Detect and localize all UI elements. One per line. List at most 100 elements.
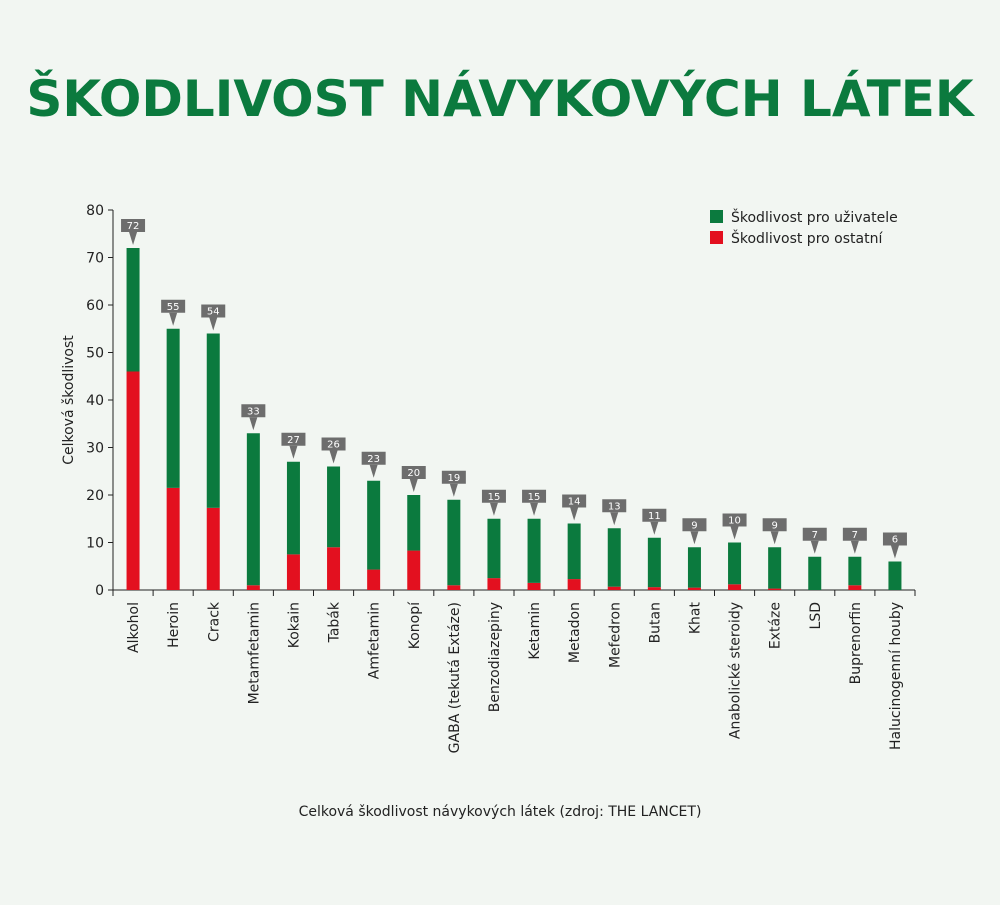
- data-label: 23: [367, 454, 380, 465]
- callout-pointer: [570, 507, 579, 521]
- callout-pointer: [369, 464, 378, 478]
- data-label: 13: [608, 501, 621, 512]
- y-tick-label: 0: [95, 583, 104, 599]
- value-callout: 15: [481, 489, 506, 516]
- bar-segment-users: [246, 433, 260, 586]
- category-label: Khat: [687, 601, 703, 634]
- value-callout: 7: [842, 527, 867, 554]
- callout-box: [121, 219, 146, 232]
- category-label: Metamfetamin: [246, 602, 262, 704]
- callout-pointer: [530, 502, 539, 516]
- bar-segment-others: [768, 588, 782, 590]
- data-label: 27: [287, 435, 300, 446]
- callout-box: [361, 451, 386, 465]
- bar-segment-others: [567, 579, 581, 590]
- callout-box: [201, 304, 226, 318]
- legend-swatch: [710, 210, 723, 223]
- bar-segment-users: [487, 518, 501, 579]
- bar-segment-others: [126, 371, 140, 590]
- value-callout: 6: [882, 532, 907, 559]
- value-callout: 13: [602, 499, 627, 526]
- data-label: 19: [447, 473, 460, 484]
- category-label: Metadon: [567, 602, 583, 663]
- value-callout: 20: [401, 466, 426, 492]
- bar-segment-users: [687, 547, 701, 588]
- callout-box: [722, 513, 747, 527]
- category-label: Kokain: [286, 602, 302, 648]
- bar-segment-users: [367, 480, 381, 570]
- bar-segment-others: [527, 582, 541, 590]
- value-callout: 19: [441, 470, 466, 497]
- callout-box: [321, 437, 346, 451]
- bar-segment-users: [647, 537, 661, 588]
- callout-pointer: [209, 317, 218, 331]
- callout-pointer: [489, 502, 498, 516]
- value-callout: 11: [642, 508, 667, 535]
- value-callout: 14: [562, 494, 587, 521]
- value-callout: 23: [361, 451, 386, 478]
- legend-item: Škodlivost pro uživatele: [710, 208, 898, 226]
- category-label: Tabák: [327, 601, 343, 643]
- data-label: 15: [488, 492, 501, 503]
- bar-segment-users: [728, 542, 742, 585]
- bar-segment-users: [206, 333, 220, 508]
- value-callout: 9: [762, 518, 787, 545]
- data-label: 26: [327, 440, 340, 451]
- callout-box: [441, 470, 466, 484]
- callout-box: [882, 532, 907, 546]
- bar-segment-others: [327, 547, 341, 590]
- value-callout: 10: [722, 513, 747, 540]
- data-label: 11: [648, 511, 661, 522]
- legend-item: Škodlivost pro ostatní: [710, 229, 883, 247]
- callout-pointer: [770, 531, 779, 545]
- bar-segment-others: [607, 586, 621, 590]
- callout-pointer: [289, 445, 298, 459]
- callout-pointer: [329, 450, 338, 464]
- bar-segment-users: [447, 499, 461, 586]
- bar-segment-others: [166, 487, 180, 590]
- value-callout: 72: [121, 219, 146, 245]
- bar-segment-users: [407, 495, 421, 551]
- category-label: Buprenorfin: [848, 602, 864, 684]
- bar-segment-others: [206, 507, 220, 590]
- value-callout: 27: [281, 432, 306, 459]
- callout-box: [401, 466, 426, 479]
- callout-pointer: [249, 417, 258, 431]
- category-label: Butan: [647, 602, 663, 643]
- callout-box: [602, 499, 627, 513]
- y-tick-label: 60: [86, 298, 104, 314]
- callout-box: [682, 518, 707, 532]
- y-tick-label: 10: [86, 536, 104, 552]
- callout-pointer: [730, 526, 739, 540]
- callout-pointer: [610, 512, 619, 526]
- category-label: Anabolické steroidy: [728, 602, 744, 739]
- legend-label: Škodlivost pro uživatele: [731, 208, 898, 226]
- callout-pointer: [169, 312, 178, 326]
- bar-segment-others: [447, 585, 461, 590]
- bar-segment-others: [286, 554, 300, 590]
- y-tick-label: 50: [86, 346, 104, 362]
- value-callout: 54: [201, 304, 226, 331]
- category-label: Ketamin: [527, 602, 543, 660]
- callout-box: [281, 432, 306, 446]
- category-label: Alkohol: [126, 602, 142, 653]
- category-labels: Alkohol Heroin Crack Metamfetamin Kokain Tabá…: [126, 601, 904, 753]
- bar-segment-users: [567, 523, 581, 580]
- y-tick-label: 70: [86, 251, 104, 267]
- category-label: Benzodiazepiny: [487, 602, 503, 712]
- callout-box: [802, 527, 827, 541]
- bar-segment-users: [607, 528, 621, 587]
- bar-segment-users: [527, 518, 541, 583]
- bar-segment-others: [728, 584, 742, 590]
- bar-segment-others: [687, 587, 701, 590]
- y-axis-title: Celková škodlivost: [61, 335, 77, 465]
- legend-swatch: [710, 231, 723, 244]
- callout-pointer: [449, 483, 458, 497]
- callout-box: [241, 404, 266, 418]
- value-callout: 33: [241, 404, 266, 431]
- value-callout: 55: [161, 299, 186, 326]
- bar-segment-users: [808, 556, 822, 590]
- category-label: LSD: [808, 602, 824, 629]
- category-label: Mefedron: [607, 602, 623, 668]
- data-label: 14: [568, 497, 581, 508]
